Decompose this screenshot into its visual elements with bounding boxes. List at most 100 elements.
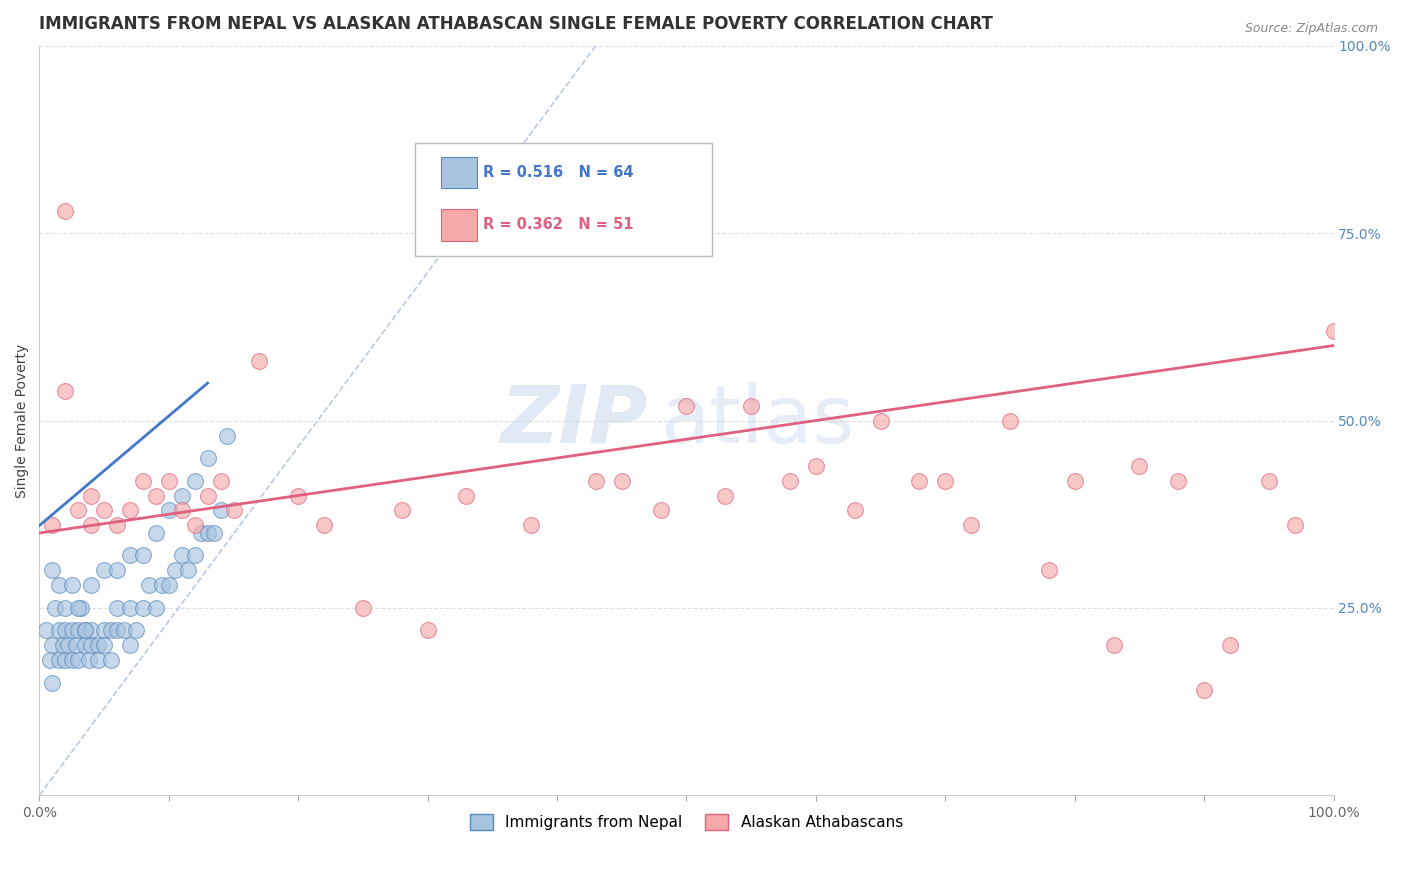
Point (73, 624, 96, 638)
Point (56, 639, 79, 653)
Point (112, 624, 135, 638)
Point (105, 624, 128, 638)
Point (1257, 474, 1279, 488)
Point (93, 564, 115, 578)
Text: Source: ZipAtlas.com: Source: ZipAtlas.com (1244, 22, 1378, 36)
Point (183, 474, 205, 488)
Point (93, 624, 115, 638)
Point (170, 503, 193, 517)
Point (165, 564, 187, 578)
Point (118, 601, 141, 615)
Point (249, 353, 271, 368)
Point (67, 503, 90, 517)
Point (73, 624, 96, 638)
Point (585, 474, 607, 488)
Text: IMMIGRANTS FROM NEPAL VS ALASKAN ATHABASCAN SINGLE FEMALE POVERTY CORRELATION CH: IMMIGRANTS FROM NEPAL VS ALASKAN ATHABAS… (39, 15, 993, 33)
Point (520, 518, 543, 533)
Point (197, 450, 219, 465)
Point (100, 624, 122, 638)
Point (740, 399, 762, 413)
Point (67, 653, 90, 667)
Point (1102, 639, 1125, 653)
Point (714, 488, 737, 502)
Point (157, 503, 180, 517)
Point (65, 639, 87, 653)
Point (391, 503, 413, 517)
Text: R = 0.362   N = 51: R = 0.362 N = 51 (484, 218, 634, 232)
Point (934, 474, 956, 488)
Point (73, 639, 96, 653)
Point (125, 624, 148, 638)
Point (38, 653, 60, 667)
Point (145, 601, 167, 615)
Point (908, 474, 931, 488)
Point (481, 188, 503, 202)
Point (138, 578, 160, 592)
FancyBboxPatch shape (415, 143, 713, 256)
Point (132, 601, 155, 615)
Point (170, 488, 193, 502)
Point (105, 518, 128, 533)
Point (869, 413, 891, 427)
Point (67, 624, 90, 638)
Text: R = 0.516   N = 64: R = 0.516 N = 64 (484, 165, 634, 180)
Point (67, 601, 90, 615)
Legend: Immigrants from Nepal, Alaskan Athabascans: Immigrants from Nepal, Alaskan Athabasca… (464, 808, 908, 837)
Point (610, 474, 633, 488)
Point (132, 549, 155, 563)
Point (183, 549, 205, 563)
Point (998, 413, 1021, 427)
Point (93, 503, 115, 517)
Point (93, 639, 115, 653)
Point (190, 526, 212, 541)
Point (145, 526, 167, 541)
Point (105, 601, 128, 615)
Point (52, 639, 75, 653)
Point (222, 503, 245, 517)
Point (35, 624, 58, 638)
Point (1128, 458, 1150, 473)
Point (118, 639, 141, 653)
Point (60, 624, 83, 638)
Point (77, 653, 100, 667)
Point (960, 518, 983, 533)
Point (53, 601, 76, 615)
Point (41, 564, 63, 578)
Point (170, 549, 193, 563)
Point (1038, 564, 1060, 578)
Point (53, 384, 76, 398)
Point (118, 549, 141, 563)
Point (209, 503, 232, 517)
Point (352, 601, 374, 615)
Point (157, 474, 180, 488)
Point (48, 624, 70, 638)
Point (197, 488, 219, 502)
Point (53, 203, 76, 218)
Point (177, 564, 200, 578)
Point (44, 601, 66, 615)
Point (650, 503, 672, 517)
Point (1284, 518, 1306, 533)
Point (197, 526, 219, 541)
Point (41, 639, 63, 653)
Point (675, 399, 697, 413)
Point (118, 503, 141, 517)
Point (287, 488, 309, 502)
Point (100, 653, 122, 667)
Point (844, 503, 866, 517)
Point (456, 488, 478, 502)
Point (202, 526, 225, 541)
FancyBboxPatch shape (440, 209, 477, 241)
Point (86, 639, 108, 653)
Point (215, 428, 238, 442)
Point (69, 601, 91, 615)
Point (779, 474, 801, 488)
Point (804, 458, 827, 473)
Point (145, 488, 167, 502)
Point (132, 474, 155, 488)
Y-axis label: Single Female Poverty: Single Female Poverty (15, 343, 30, 498)
Point (60, 578, 83, 592)
Point (1167, 474, 1189, 488)
Point (48, 578, 70, 592)
Point (1192, 683, 1215, 698)
